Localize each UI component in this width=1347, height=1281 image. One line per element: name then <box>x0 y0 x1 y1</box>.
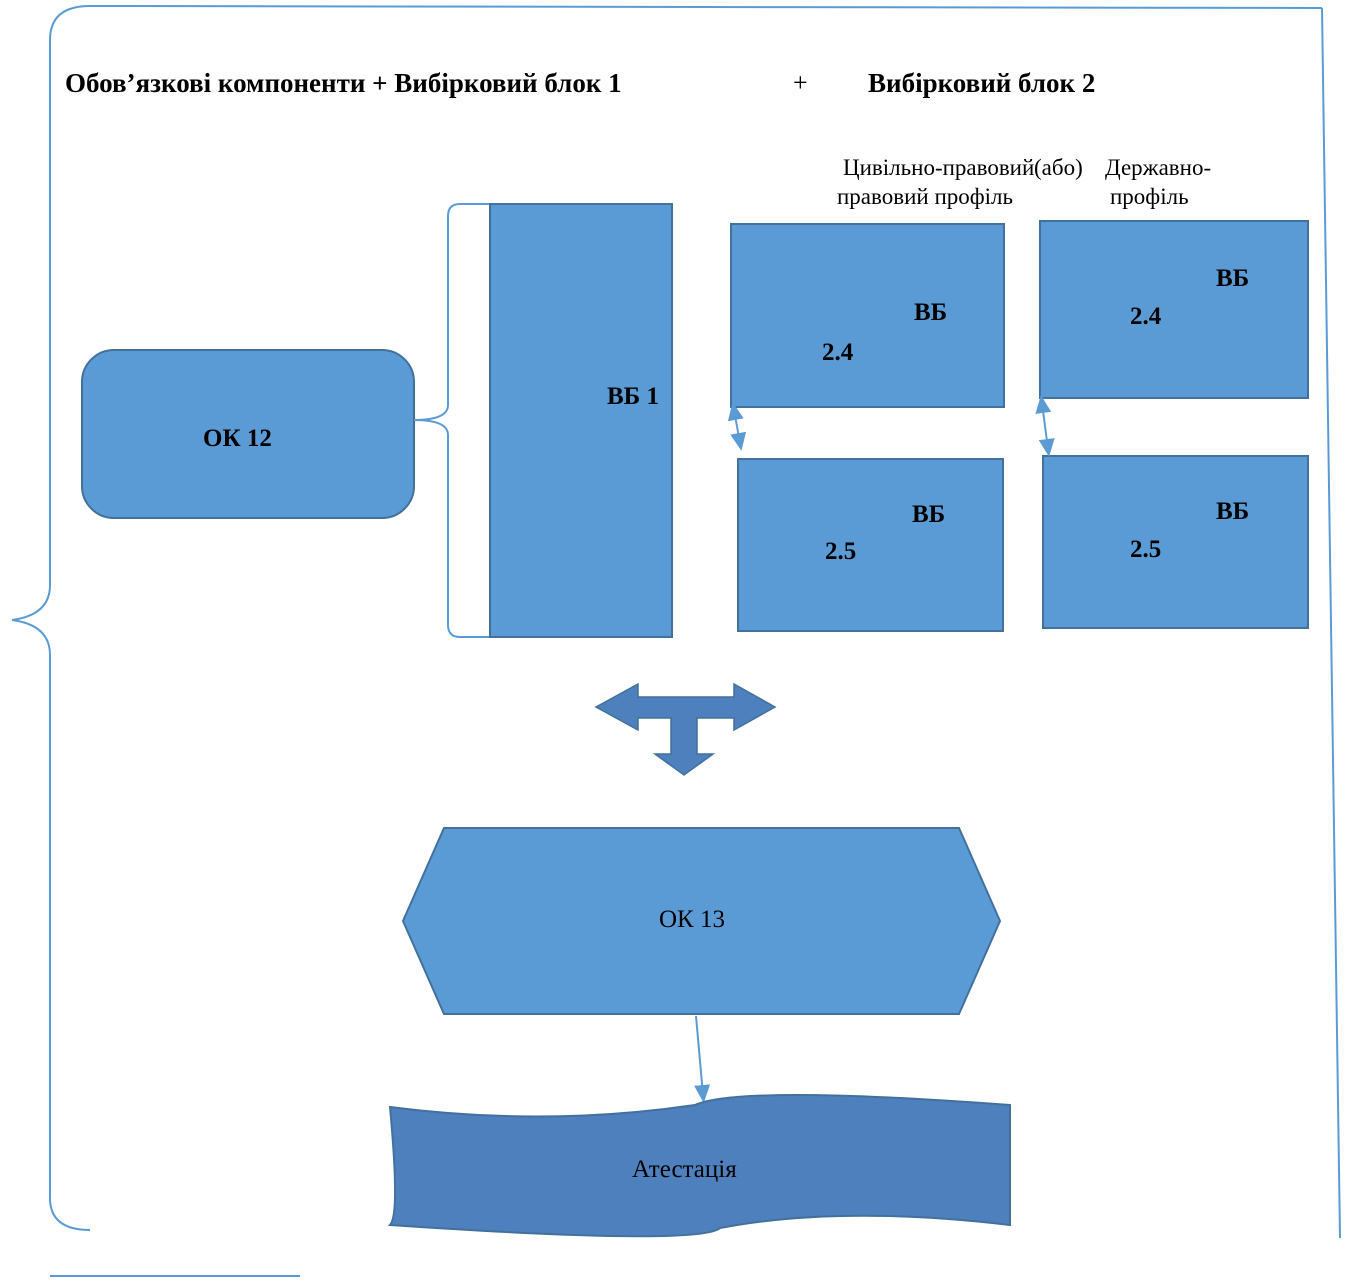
vb1-bracket <box>413 203 490 638</box>
state-profile-line2: профіль <box>1110 184 1189 209</box>
vb1-label: ВБ 1 <box>607 383 659 410</box>
civil-profile-line2: правовий профіль <box>837 184 1014 209</box>
civil-vb-2-5-number: 2.5 <box>825 538 857 565</box>
civil-connector-arrow <box>727 402 747 451</box>
state-vb-2-5-number: 2.5 <box>1130 536 1162 563</box>
profile-or-word: (або) <box>1034 155 1083 180</box>
state-connector-arrow <box>1035 395 1055 457</box>
frame-top-line <box>89 5 1323 9</box>
civil-vb-2-4-prefix: ВБ <box>914 299 948 326</box>
state-vb-2-5-prefix: ВБ <box>1216 498 1250 525</box>
header-elective-block2: Вибірковий блок 2 <box>868 68 1096 98</box>
ok13-hexagon <box>401 827 1002 1015</box>
state-vb-2-5-box <box>1042 455 1309 629</box>
vb1-box <box>489 203 673 638</box>
ok13-label: ОК 13 <box>659 906 725 933</box>
attestation-label: Атестація <box>632 1156 737 1183</box>
ok12-box <box>81 349 415 519</box>
frame-right-line <box>1321 7 1341 1239</box>
header-plus-sign: + <box>793 68 808 97</box>
state-vb-2-4-prefix: ВБ <box>1216 265 1250 292</box>
t-block-arrow <box>594 682 777 776</box>
civil-profile-line1: Цивільно-правовий <box>843 155 1035 180</box>
civil-vb-2-4-number: 2.4 <box>822 339 854 366</box>
civil-vb-2-4-box <box>730 223 1005 408</box>
attestation-shape <box>387 1094 1011 1238</box>
state-vb-2-4-number: 2.4 <box>1130 303 1162 330</box>
state-profile-line1: Державно- <box>1105 155 1212 180</box>
state-vb-2-4-box <box>1039 220 1309 399</box>
ok12-label: ОК 12 <box>203 425 272 452</box>
civil-vb-2-5-box <box>737 458 1004 632</box>
left-brace <box>11 5 91 1231</box>
ok13-to-attestation-arrow <box>694 1015 711 1103</box>
header-mandatory-and-block1: Обов’язкові компоненти + Вибірковий блок… <box>65 68 622 98</box>
civil-vb-2-5-prefix: ВБ <box>912 501 946 528</box>
